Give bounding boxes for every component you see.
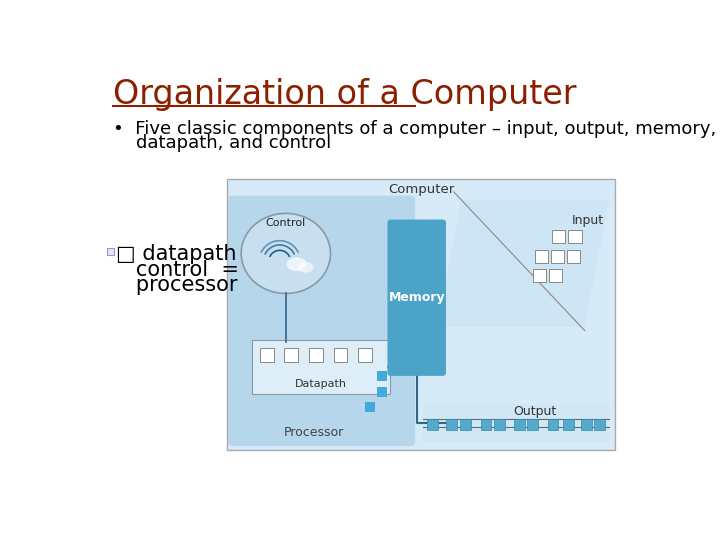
Bar (427, 419, 438, 430)
Bar (359, 348, 372, 362)
Ellipse shape (287, 257, 307, 271)
FancyBboxPatch shape (228, 195, 415, 446)
Bar (107, 248, 114, 255)
Bar (581, 419, 592, 430)
Text: control  =: control = (117, 260, 240, 280)
Text: •  Five classic components of a computer – input, output, memory,: • Five classic components of a computer … (113, 120, 716, 138)
Text: Input: Input (572, 214, 603, 227)
Text: Output: Output (513, 405, 556, 418)
Bar (594, 419, 605, 430)
Bar (333, 348, 348, 362)
FancyBboxPatch shape (252, 340, 390, 394)
Text: Organization of a Computer: Organization of a Computer (113, 78, 577, 111)
Bar (494, 419, 505, 430)
Bar (551, 249, 564, 262)
Bar (549, 269, 562, 282)
FancyBboxPatch shape (387, 220, 446, 376)
Bar (563, 419, 574, 430)
Ellipse shape (298, 262, 314, 273)
Bar (377, 372, 387, 381)
Bar (446, 419, 456, 430)
Text: Computer: Computer (388, 183, 454, 196)
Text: Processor: Processor (284, 427, 344, 440)
Bar (481, 419, 492, 430)
Bar (377, 387, 387, 397)
Text: □ datapath +: □ datapath + (117, 244, 261, 264)
Bar (260, 348, 274, 362)
Bar (284, 348, 298, 362)
Text: Control: Control (266, 218, 306, 228)
Ellipse shape (241, 213, 330, 294)
Text: Datapath: Datapath (295, 379, 347, 389)
Polygon shape (437, 200, 609, 327)
Bar (548, 419, 559, 430)
Bar (534, 249, 548, 262)
Bar (568, 231, 582, 244)
Bar (552, 231, 565, 244)
Bar (567, 249, 580, 262)
Bar (533, 269, 546, 282)
Bar (514, 419, 525, 430)
Text: Memory: Memory (388, 291, 445, 304)
FancyBboxPatch shape (227, 179, 616, 450)
Bar (527, 419, 538, 430)
Bar (460, 419, 471, 430)
Bar (309, 348, 323, 362)
Text: processor: processor (117, 275, 238, 295)
Text: datapath, and control: datapath, and control (113, 134, 332, 152)
Bar (365, 402, 375, 412)
Bar (423, 403, 609, 442)
